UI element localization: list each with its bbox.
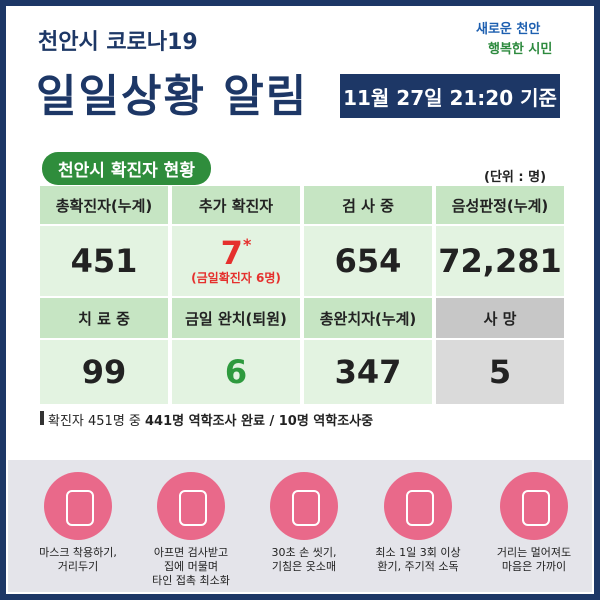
table-value: 5 — [436, 340, 564, 404]
footnote: 확진자 451명 중 441명 역학조사 완료 / 10명 역학조사중 — [48, 410, 373, 429]
subtitle: 천안시 코로나19 — [38, 30, 198, 55]
logo-line: 행복한 시민 — [488, 42, 553, 57]
table-header: 음성판정(누계) — [436, 186, 564, 224]
value-mark: * — [242, 235, 252, 254]
tip-line: 타인 접촉 최소화 — [152, 574, 230, 587]
icon-shape — [66, 490, 94, 526]
tip-icon — [270, 472, 338, 540]
tip-line: 마스크 착용하기, — [39, 546, 117, 559]
tip-icon — [44, 472, 112, 540]
table-header: 총확진자(누계) — [40, 186, 168, 224]
tip-label: 아프면 검사받고 집에 머물며 타인 접촉 최소화 — [133, 546, 249, 588]
icon-shape — [179, 490, 207, 526]
tip-line: 아프면 검사받고 — [153, 546, 229, 559]
table-header: 추가 확진자 — [172, 186, 300, 224]
table-header: 치 료 중 — [40, 298, 168, 338]
table-value-line: 7 * — [220, 234, 252, 272]
tip-label: 거리는 멀어져도 마음은 가까이 — [476, 546, 592, 574]
tip-icon — [500, 472, 568, 540]
unit: (단위 : 명) — [484, 170, 547, 185]
table-header: 사 망 — [436, 298, 564, 338]
bullet — [40, 411, 44, 425]
table-value: 6 — [172, 340, 300, 404]
table-header: 금일 완치(퇴원) — [172, 298, 300, 338]
title: 일일상황 알림 — [36, 71, 309, 122]
table-value: 72,281 — [436, 226, 564, 296]
value-note: (금일확진자 6명) — [191, 271, 281, 285]
icon-shape — [406, 490, 434, 526]
table-value: 451 — [40, 226, 168, 296]
tip-label: 30초 손 씻기, 기침은 옷소매 — [246, 546, 362, 574]
footnote-bold: 441명 역학조사 완료 / 10명 역학조사중 — [145, 414, 374, 429]
tip-line: 집에 머물며 — [163, 560, 219, 573]
tip-label: 마스크 착용하기, 거리두기 — [20, 546, 136, 574]
tip-line: 마음은 가까이 — [501, 560, 567, 573]
logo-line: 새로운 천안 — [476, 22, 541, 37]
table-value: 347 — [304, 340, 432, 404]
icon-shape — [522, 490, 550, 526]
value-number: 7 — [220, 234, 243, 272]
tip-label: 최소 1일 3회 이상 환기, 주기적 소독 — [360, 546, 476, 574]
date-box: 11월 27일 21:20 기준 — [340, 74, 560, 118]
table-value: 654 — [304, 226, 432, 296]
section-title: 천안시 확진자 현황 — [42, 152, 211, 185]
tip-line: 30초 손 씻기, — [271, 546, 337, 559]
tip-line: 거리두기 — [57, 560, 99, 573]
table-value: 99 — [40, 340, 168, 404]
icon-shape — [292, 490, 320, 526]
table-header: 총완치자(누계) — [304, 298, 432, 338]
tip-line: 거리는 멀어져도 — [496, 546, 572, 559]
footnote-plain: 확진자 451명 중 — [48, 414, 146, 429]
tip-line: 최소 1일 3회 이상 — [375, 546, 461, 559]
table-header: 검 사 중 — [304, 186, 432, 224]
tip-icon — [384, 472, 452, 540]
table-value: 7 * (금일확진자 6명) — [172, 226, 300, 296]
tip-icon — [157, 472, 225, 540]
tip-line: 기침은 옷소매 — [271, 560, 337, 573]
tip-line: 환기, 주기적 소독 — [377, 560, 459, 573]
